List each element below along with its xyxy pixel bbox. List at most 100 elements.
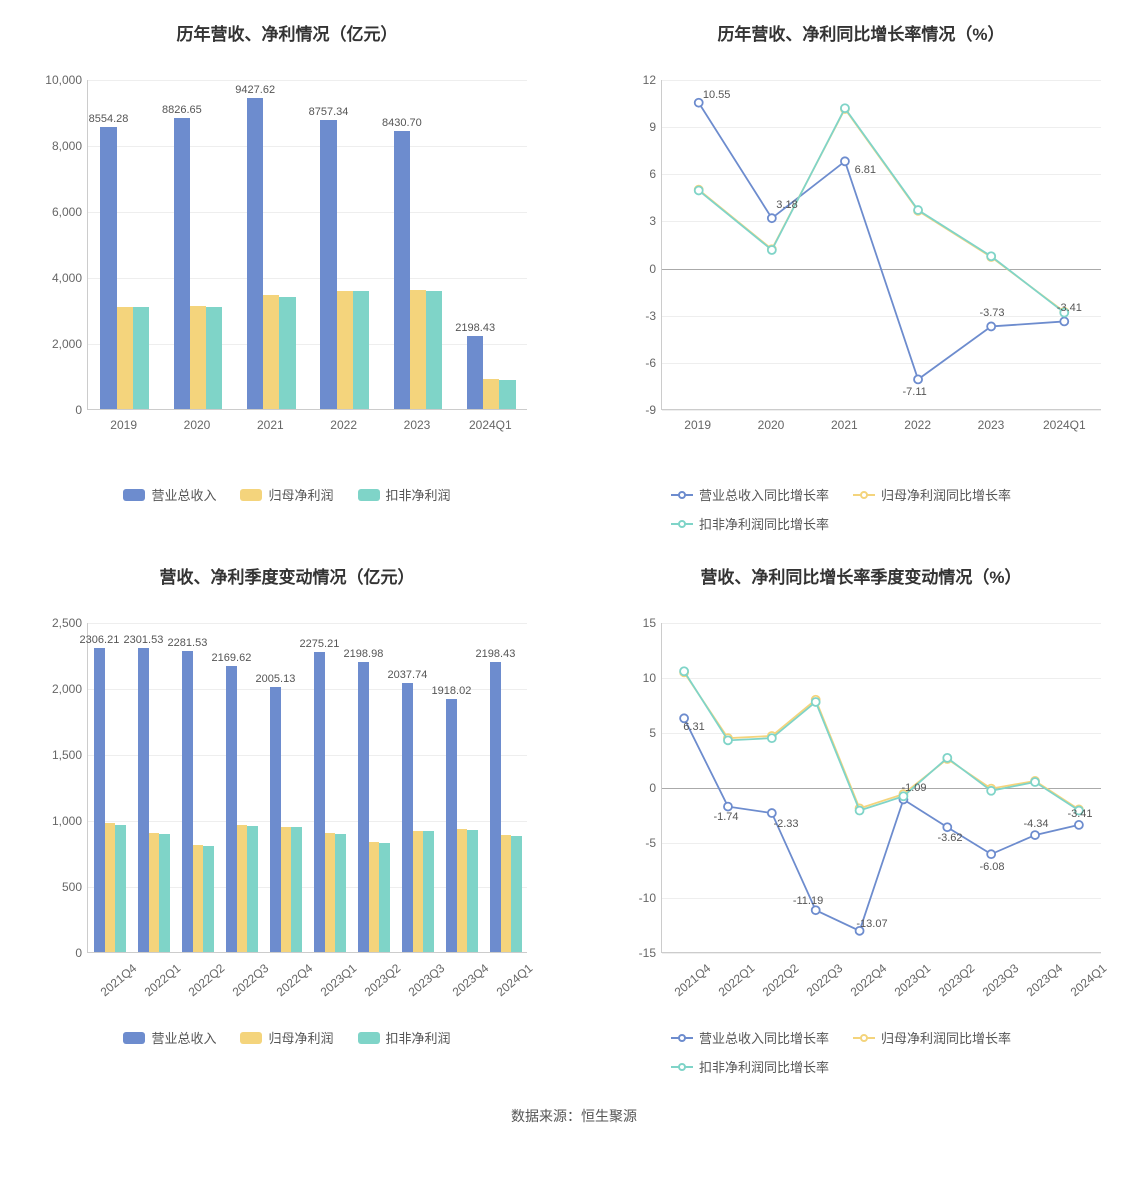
x-axis-tick: 2023Q3 <box>980 961 1022 999</box>
chart-panel-quarterly-growth: 营收、净利同比增长率季度变动情况（%） 6.31-1.74-2.33-11.19… <box>584 563 1138 1076</box>
bar <box>511 836 522 952</box>
x-axis-tick: 2023Q3 <box>406 961 448 999</box>
chart-panel-quarterly-values: 营收、净利季度变动情况（亿元） 2306.212301.532281.53216… <box>10 563 564 1076</box>
line-marker <box>768 246 776 254</box>
y-axis-tick: 0 <box>27 403 82 417</box>
bar-value-label: 1918.02 <box>432 685 472 697</box>
bar <box>426 291 442 409</box>
legend-swatch-icon <box>358 1032 380 1044</box>
legend-swatch-icon <box>671 1032 693 1044</box>
bar <box>206 307 222 409</box>
line-marker <box>841 104 849 112</box>
bar <box>423 831 434 952</box>
x-axis-tick: 2024Q1 <box>469 418 512 432</box>
y-axis-tick: -5 <box>601 836 656 850</box>
x-axis-tick: 2024Q1 <box>1068 961 1110 999</box>
legend-label: 营业总收入同比增长率 <box>699 485 829 504</box>
x-axis-tick: 2022Q1 <box>142 961 184 999</box>
data-source-label: 数据来源：恒生聚源 <box>10 1106 1138 1126</box>
y-axis-tick: 10,000 <box>27 73 82 87</box>
y-axis-tick: 6 <box>601 167 656 181</box>
y-axis-tick: 0 <box>601 262 656 276</box>
legend-label: 营业总收入同比增长率 <box>699 1028 829 1047</box>
bar <box>100 127 116 409</box>
x-axis-tick: 2022Q1 <box>716 961 758 999</box>
bar <box>413 831 424 952</box>
y-axis-tick: -6 <box>601 356 656 370</box>
line-marker <box>987 850 995 858</box>
y-axis-tick: -9 <box>601 403 656 417</box>
legend-item: 扣非净利润同比增长率 <box>671 1057 829 1076</box>
bar <box>133 307 149 409</box>
x-axis-tick: 2021Q4 <box>98 961 140 999</box>
line-marker <box>1060 317 1068 325</box>
line-marker <box>812 698 820 706</box>
line-series <box>684 718 1079 931</box>
line-value-label: -4.34 <box>1023 818 1048 830</box>
y-axis-tick: 2,500 <box>27 616 82 630</box>
line-marker <box>987 787 995 795</box>
bar-value-label: 8554.28 <box>89 113 129 125</box>
bar <box>117 307 133 409</box>
line-svg <box>662 623 1101 952</box>
line-marker <box>680 667 688 675</box>
line-marker <box>1031 831 1039 839</box>
x-axis-tick: 2021Q4 <box>672 961 714 999</box>
line-value-label: 6.31 <box>683 721 704 733</box>
legend-item: 营业总收入同比增长率 <box>671 1028 829 1047</box>
y-axis-tick: -10 <box>601 891 656 905</box>
line-value-label: -2.33 <box>773 818 798 830</box>
y-axis-tick: -3 <box>601 309 656 323</box>
bar-value-label: 2301.53 <box>124 634 164 646</box>
line-marker <box>1031 778 1039 786</box>
bar <box>490 662 501 952</box>
x-axis-tick: 2024Q1 <box>494 961 536 999</box>
legend-item: 归母净利润同比增长率 <box>853 485 1011 504</box>
x-axis-tick: 2023Q2 <box>362 961 404 999</box>
plot-region: 8554.288826.659427.628757.348430.702198.… <box>87 80 527 410</box>
line-value-label: 3.18 <box>776 199 797 211</box>
legend-swatch-icon <box>240 489 262 501</box>
legend-item: 扣非净利润 <box>358 1028 451 1047</box>
chart-title: 营收、净利同比增长率季度变动情况（%） <box>700 563 1021 588</box>
line-marker <box>1075 821 1083 829</box>
line-value-label: -7.11 <box>903 386 927 398</box>
legend-item: 营业总收入 <box>123 485 216 504</box>
bar <box>320 120 336 409</box>
bar <box>501 835 512 952</box>
y-axis-tick: 10 <box>601 671 656 685</box>
bar <box>115 825 126 952</box>
bar <box>369 842 380 952</box>
line-marker <box>724 803 732 811</box>
charts-grid: 历年营收、净利情况（亿元） 8554.288826.659427.628757.… <box>10 20 1138 1076</box>
line-marker <box>695 99 703 107</box>
bar-value-label: 2005.13 <box>256 673 296 685</box>
bar <box>402 683 413 952</box>
chart-area: 6.31-1.74-2.33-11.19-13.07-1.09-3.62-6.0… <box>601 613 1121 1003</box>
legend-item: 扣非净利润同比增长率 <box>671 514 829 533</box>
y-axis-tick: 2,000 <box>27 337 82 351</box>
legend-swatch-icon <box>123 489 145 501</box>
bar <box>379 843 390 952</box>
legend-label: 归母净利润同比增长率 <box>881 485 1011 504</box>
bar <box>291 827 302 952</box>
y-axis-tick: 6,000 <box>27 205 82 219</box>
line-series <box>684 671 1079 810</box>
line-marker <box>768 214 776 222</box>
x-axis-tick: 2021 <box>831 418 858 432</box>
line-series <box>699 108 1065 312</box>
legend-swatch-icon <box>123 1032 145 1044</box>
line-marker <box>768 734 776 742</box>
line-series <box>684 672 1079 809</box>
legend-item: 扣非净利润 <box>358 485 451 504</box>
line-value-label: -1.74 <box>713 811 738 823</box>
line-value-label: -1.09 <box>901 782 926 794</box>
line-marker <box>724 736 732 744</box>
bar <box>446 699 457 952</box>
legend-swatch-icon <box>671 1061 693 1073</box>
x-axis-tick: 2023 <box>404 418 431 432</box>
legend-label: 归母净利润 <box>268 485 333 504</box>
x-axis-tick: 2019 <box>110 418 137 432</box>
x-axis-tick: 2022Q2 <box>760 961 802 999</box>
bar <box>467 830 478 952</box>
